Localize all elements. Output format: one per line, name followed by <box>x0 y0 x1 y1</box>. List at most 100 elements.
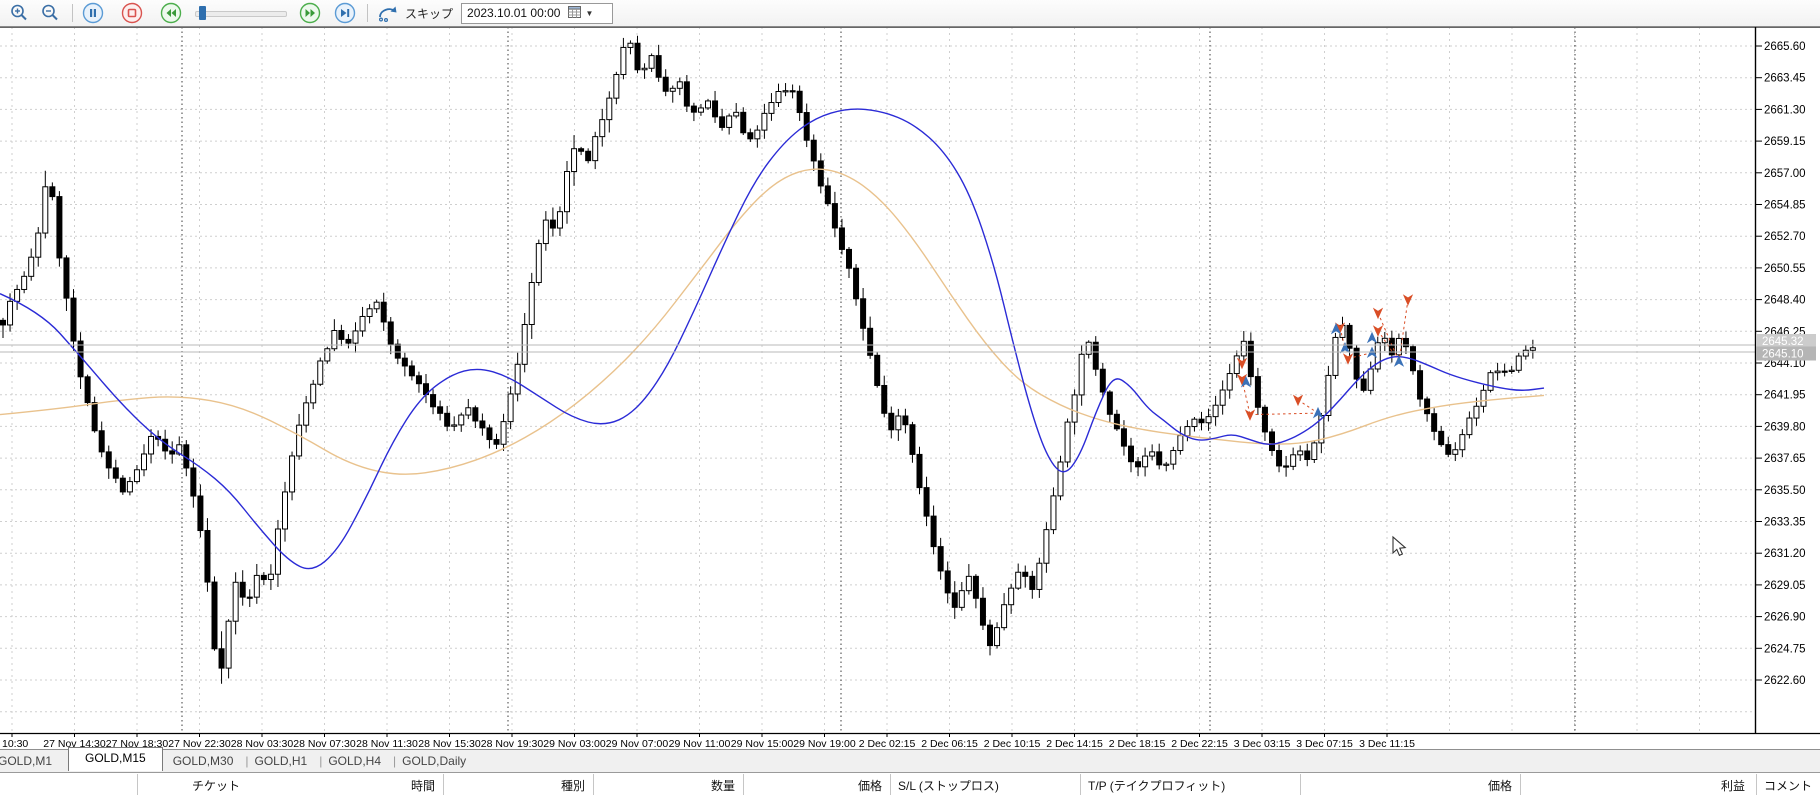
column-header: 時間 <box>410 779 435 793</box>
zoom-out-button[interactable] <box>39 2 61 24</box>
time-axis-label: 28 Nov 19:30 <box>481 738 544 749</box>
tab-gold-m15[interactable]: GOLD,M15 <box>68 747 163 771</box>
tab-gold-daily[interactable]: GOLD,Daily <box>402 754 467 768</box>
time-axis-label: 10:30 <box>2 738 28 749</box>
time-axis-label: 28 Nov 07:30 <box>293 738 356 749</box>
column-header: 種別 <box>560 779 585 793</box>
fast-forward-icon <box>299 2 321 24</box>
price-axis-label: 2654.85 <box>1764 200 1806 212</box>
time-axis-label: 2 Dec 18:15 <box>1109 738 1166 749</box>
time-axis-label: 29 Nov 03:00 <box>543 738 606 749</box>
price-axis-label: 2661.30 <box>1764 104 1806 116</box>
time-axis-label: 3 Dec 03:15 <box>1234 738 1291 749</box>
tab-gold-m30[interactable]: GOLD,M30 <box>172 754 234 768</box>
time-axis-label: 29 Nov 19:00 <box>793 738 856 749</box>
price-axis-label: 2650.55 <box>1764 263 1806 275</box>
time-axis-label: 29 Nov 07:00 <box>606 738 669 749</box>
tab-separator: | <box>245 754 249 768</box>
time-axis-label: 28 Nov 11:30 <box>356 738 418 749</box>
time-axis-label: 2 Dec 14:15 <box>1046 738 1103 749</box>
price-axis-label: 2641.95 <box>1764 390 1806 402</box>
price-axis-label: 2622.60 <box>1764 675 1806 687</box>
calendar-icon[interactable] <box>568 5 582 21</box>
date-input[interactable]: 2023.10.01 00:00 ▼ <box>461 2 614 24</box>
time-axis-label: 3 Dec 07:15 <box>1296 738 1353 749</box>
skip-label: スキップ <box>405 6 454 21</box>
chart-area[interactable]: 2665.60 2663.45 2661.30 2659.15 2657.00 2654.… <box>0 27 1820 750</box>
date-dropdown-arrow[interactable]: ▼ <box>585 8 594 18</box>
column-header: 価格 <box>857 779 882 793</box>
time-axis-label: 3 Dec 11:15 <box>1359 738 1415 749</box>
price-axis-label: 2626.90 <box>1764 612 1806 624</box>
pause-button[interactable] <box>82 2 104 24</box>
skip-button[interactable] <box>377 2 399 24</box>
column-divider <box>443 774 444 795</box>
time-axis-label: 2 Dec 02:15 <box>859 738 916 749</box>
time-axis-label: 29 Nov 15:00 <box>731 738 794 749</box>
tab-gold-h4[interactable]: GOLD,H4 <box>328 754 382 768</box>
price-axis-label: 2629.05 <box>1764 580 1806 592</box>
column-divider <box>743 774 744 795</box>
price-axis-label: 2635.50 <box>1764 485 1806 497</box>
column-divider <box>890 774 891 795</box>
chart-tabstrip: GOLD,M1 GOLD,M15 GOLD,M30 | GOLD,H1 | GOLD,H4 |… <box>0 747 1820 772</box>
column-divider <box>1080 774 1081 795</box>
column-divider <box>1520 774 1521 795</box>
price-axis-label: 2648.40 <box>1764 295 1806 307</box>
toolbar-separator <box>367 4 368 22</box>
price-axis-label: 2633.35 <box>1764 517 1806 529</box>
column-header: T/P (テイクプロフィット) <box>1088 779 1226 793</box>
column-header: コメント <box>1763 779 1812 793</box>
toolbar-separator <box>72 4 73 22</box>
price-axis-label: 2657.00 <box>1764 168 1806 180</box>
price-axis-label: 2652.70 <box>1764 231 1806 243</box>
date-value: 2023.10.01 00:00 <box>467 6 561 20</box>
price-axis-label: 2639.80 <box>1764 421 1806 433</box>
price-axis-label: 2637.65 <box>1764 453 1806 465</box>
column-divider <box>593 774 594 795</box>
skip-to-end-button[interactable] <box>334 2 356 24</box>
column-header: 価格 <box>1487 779 1512 793</box>
rewind-button[interactable] <box>160 2 182 24</box>
time-axis-label: 2 Dec 10:15 <box>984 738 1041 749</box>
zoom-in-icon <box>11 4 27 21</box>
speed-slider-handle[interactable] <box>199 6 206 20</box>
zoom-out-icon <box>42 4 58 21</box>
stop-icon <box>121 2 143 24</box>
tester-toolbar: スキップ 2023.10.01 00:00 ▼ <box>0 0 1820 27</box>
price-axis-label: 2631.20 <box>1764 548 1806 560</box>
column-header: チケット <box>192 779 241 793</box>
speed-slider-track <box>195 11 287 17</box>
candlestick-chart[interactable]: 2665.60 2663.45 2661.30 2659.15 2657.00 2654.… <box>0 27 1820 750</box>
mouse-cursor <box>1392 535 1407 557</box>
skip-to-end-icon <box>334 2 356 24</box>
column-divider <box>1300 774 1301 795</box>
skip-arrow-icon <box>378 6 397 23</box>
time-axis-label: 28 Nov 03:30 <box>231 738 294 749</box>
column-header: S/L (ストップロス) <box>898 779 999 793</box>
trade-table-header: チケット 時間 種別 数量 価格 S/L (ストップロス) T/P (テイクプロフィット) 価… <box>0 772 1820 795</box>
tab-separator: | <box>319 754 323 768</box>
time-axis-label: 28 Nov 15:30 <box>418 738 481 749</box>
tab-separator: | <box>393 754 397 768</box>
tab-gold-h1[interactable]: GOLD,H1 <box>254 754 308 768</box>
speed-slider[interactable] <box>195 6 287 20</box>
stop-button[interactable] <box>121 2 143 24</box>
time-axis-label: 2 Dec 06:15 <box>921 738 978 749</box>
tab-gold-m1[interactable]: GOLD,M1 <box>0 754 53 768</box>
time-axis-label: 29 Nov 11:00 <box>669 738 731 749</box>
price-axis-label: 2663.45 <box>1764 73 1806 85</box>
column-header: 利益 <box>1720 779 1745 793</box>
column-divider <box>137 774 138 795</box>
fast-forward-button[interactable] <box>299 2 321 24</box>
column-header: 数量 <box>710 779 735 793</box>
pause-icon <box>82 2 104 24</box>
price-axis-label: 2624.75 <box>1764 643 1806 655</box>
zoom-in-button[interactable] <box>8 2 30 24</box>
time-axis-label: 2 Dec 22:15 <box>1171 738 1228 749</box>
price-axis-label: 2644.10 <box>1764 358 1806 370</box>
price-axis-label: 2659.15 <box>1764 136 1806 148</box>
bid-price-tag: 2645.10 <box>1762 349 1804 361</box>
rewind-icon <box>160 2 182 24</box>
